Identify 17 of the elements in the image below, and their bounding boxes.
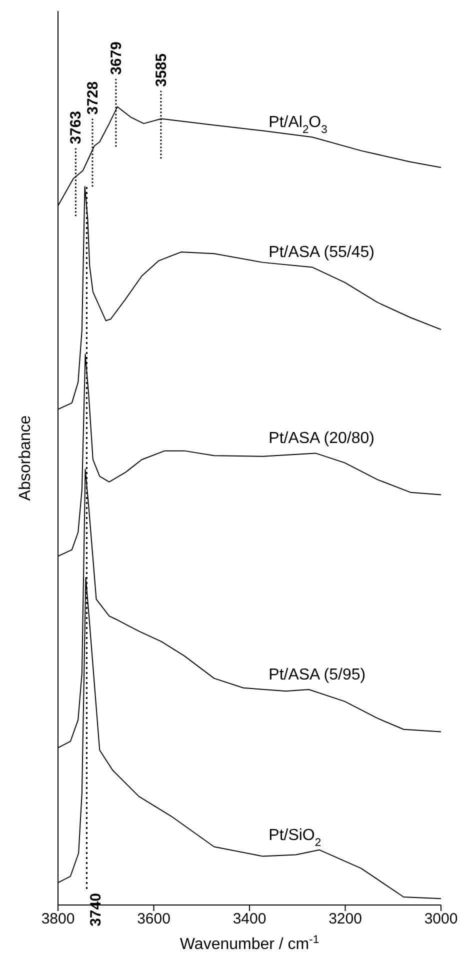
annotation: 3728 bbox=[84, 81, 102, 115]
x-tick-label: 3800 bbox=[41, 910, 75, 928]
series-label: Pt/SiO$_{2}$ bbox=[268, 826, 322, 849]
y-axis-title: Absorbance bbox=[17, 415, 34, 501]
series-label: Pt/ASA (20/80) bbox=[268, 430, 374, 448]
annotation: 3585 bbox=[152, 53, 170, 87]
x-tick-label: 3600 bbox=[137, 910, 170, 928]
annotation: 3679 bbox=[108, 41, 125, 75]
x-tick-label: 3200 bbox=[328, 910, 362, 928]
x-tick-label: 3400 bbox=[232, 910, 266, 928]
series-label: Pt/ASA (55/45) bbox=[268, 244, 374, 262]
x-axis-title: Wavenumber / cm$^{-1}$ bbox=[180, 934, 320, 953]
x-tick-label: 3000 bbox=[424, 910, 458, 928]
series-label: Pt/ASA (5/95) bbox=[268, 666, 366, 684]
annotation: 3763 bbox=[68, 110, 85, 144]
series-label: Pt/Al$_{2}$O$_{3}$ bbox=[268, 114, 328, 136]
ref-line-label: 3740 bbox=[88, 893, 105, 926]
